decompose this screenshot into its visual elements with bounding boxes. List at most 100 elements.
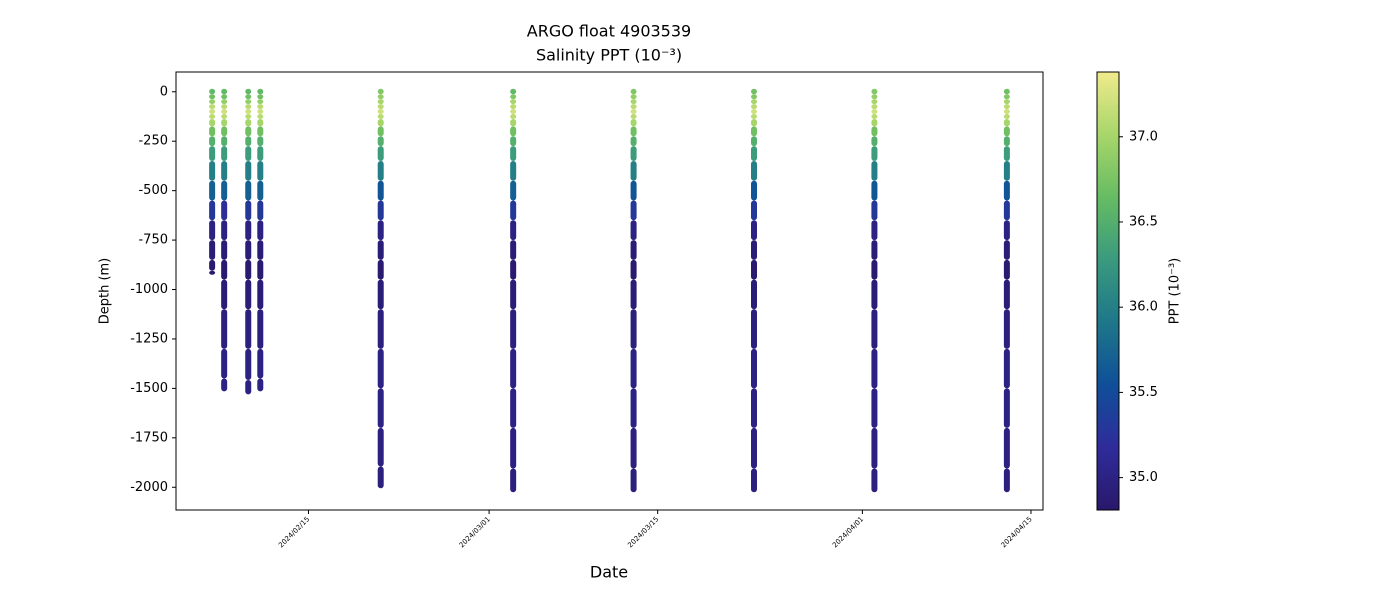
profile-point <box>1003 136 1010 147</box>
profile-point <box>257 146 264 161</box>
profile-point <box>245 114 252 119</box>
profile-point <box>377 240 384 260</box>
profile-point <box>221 348 228 379</box>
profile-point <box>257 114 264 119</box>
profile-point <box>257 220 264 241</box>
profile-point <box>751 279 757 310</box>
profile-point <box>377 118 384 127</box>
profile-point <box>510 160 517 181</box>
profile-point <box>257 348 264 379</box>
profile-point <box>377 104 384 110</box>
x-tick-label: 2024/03/15 <box>626 515 660 549</box>
y-tick-label: -1000 <box>130 282 168 297</box>
profile-point <box>1003 94 1010 100</box>
profile-point <box>871 104 878 110</box>
profile-point <box>630 468 637 493</box>
profile-point <box>377 388 384 428</box>
profile-point <box>751 388 757 428</box>
colorbar-tick-label: 35.0 <box>1129 470 1158 485</box>
profile-point <box>221 136 228 147</box>
profile-point <box>871 309 878 349</box>
profile-point <box>209 200 216 221</box>
profile-point <box>751 136 757 147</box>
profile-point <box>245 309 252 349</box>
profile-point <box>510 259 517 280</box>
profile-point <box>751 114 757 119</box>
y-tick-label: -2000 <box>130 480 168 495</box>
profile-point <box>257 126 264 137</box>
profile-point <box>257 160 264 181</box>
profile-point <box>871 88 878 95</box>
profile-point <box>245 109 252 115</box>
profile-point <box>871 427 878 469</box>
profile-point <box>751 240 757 260</box>
profile-point <box>1003 99 1010 105</box>
profile-point <box>377 466 384 489</box>
profile-point <box>630 160 637 181</box>
profile-point <box>751 468 757 493</box>
profile-point <box>510 114 517 119</box>
y-tick-label: -250 <box>138 134 168 149</box>
profile-point <box>257 240 264 260</box>
profile-point <box>510 88 517 95</box>
profile-point <box>245 220 252 241</box>
profile-point <box>871 118 878 127</box>
profile-point <box>630 118 637 127</box>
y-tick-label: -1500 <box>130 381 168 396</box>
profile-point <box>510 240 517 260</box>
profile-point <box>209 126 216 137</box>
profile-point <box>751 220 757 241</box>
profile-point <box>871 94 878 100</box>
profile-point <box>510 200 517 221</box>
x-tick-label: 2024/02/15 <box>277 515 311 549</box>
profile-point <box>209 104 216 110</box>
profile-point <box>377 279 384 310</box>
profile-point <box>257 136 264 147</box>
profile-point <box>1003 279 1010 310</box>
profile-point <box>245 160 252 181</box>
profile-point <box>209 114 216 119</box>
profile-point <box>377 94 384 100</box>
profile-point <box>871 160 878 181</box>
chart-subtitle: Salinity PPT (10⁻³) <box>536 46 682 65</box>
profile-point <box>377 348 384 389</box>
profile-point <box>1003 114 1010 119</box>
profile-point <box>751 99 757 105</box>
profile-point <box>630 146 637 161</box>
profile-point <box>221 259 228 280</box>
profile-point <box>1003 160 1010 181</box>
profile-point <box>510 94 517 100</box>
profile-point <box>871 240 878 260</box>
profile-point <box>871 99 878 105</box>
profile-point <box>630 279 637 310</box>
profile-point <box>245 240 252 260</box>
profile-point <box>751 88 757 95</box>
profile-point <box>245 94 252 100</box>
profile-point <box>871 114 878 119</box>
profile-point <box>871 146 878 161</box>
profile-point <box>377 99 384 105</box>
profile-point <box>245 200 252 221</box>
profile-point <box>377 160 384 181</box>
profile-point <box>221 126 228 137</box>
profile-point <box>871 109 878 115</box>
profile-point <box>377 136 384 147</box>
profile-point <box>209 146 216 161</box>
plot-frame <box>175 71 1044 511</box>
profile-point <box>257 88 264 95</box>
profile-point <box>630 220 637 241</box>
profile-point <box>630 114 637 119</box>
profile-point <box>630 200 637 221</box>
profile-point <box>510 279 517 310</box>
profile-point <box>871 388 878 428</box>
profile-point <box>209 240 216 260</box>
profile-point <box>221 146 228 161</box>
profile-point <box>221 220 228 241</box>
profile-point <box>245 279 252 310</box>
profile-point <box>257 279 264 310</box>
profile-point <box>221 240 228 260</box>
profile-point <box>377 109 384 115</box>
profile-point <box>377 88 384 95</box>
profile-point <box>221 160 228 181</box>
